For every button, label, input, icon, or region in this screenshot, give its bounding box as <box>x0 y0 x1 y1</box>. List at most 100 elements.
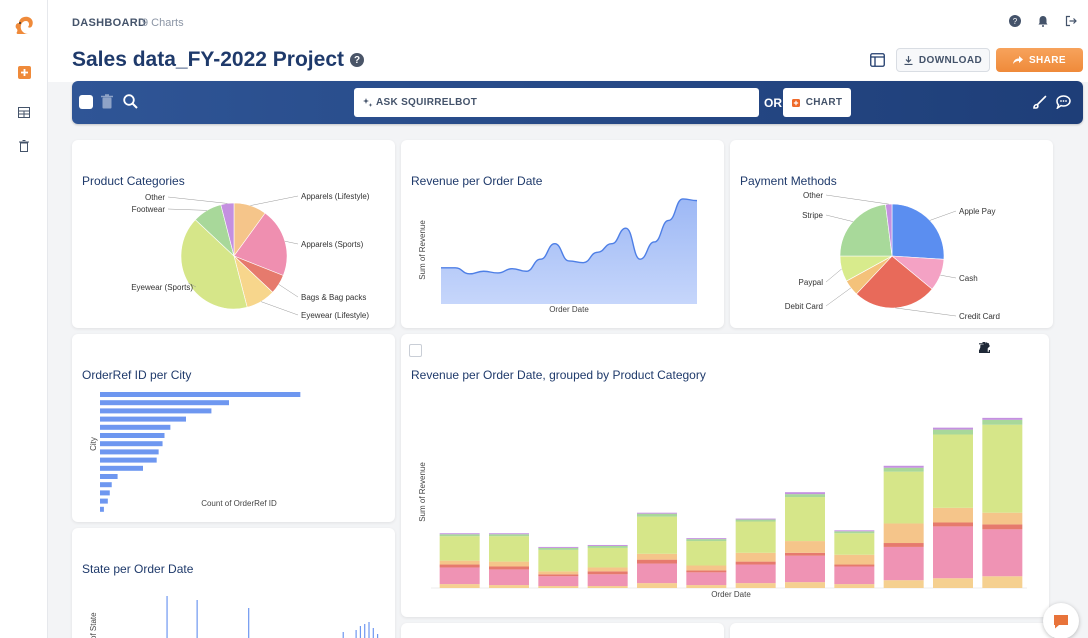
chart-card-revenue-by-category[interactable]: Revenue per Order Date, grouped by Produ… <box>401 334 1049 617</box>
stacked-bar-segment <box>933 434 973 508</box>
trash-icon[interactable] <box>16 138 32 154</box>
stacked-bar-segment <box>834 530 875 532</box>
stacked-bar-segment <box>735 521 776 553</box>
stacked-bar-segment <box>933 427 973 430</box>
toolbar-trash-icon[interactable] <box>101 94 113 114</box>
area-fill <box>441 198 697 304</box>
breadcrumb-dashboard[interactable]: DASHBOARD <box>72 17 147 29</box>
select-all-checkbox[interactable] <box>79 95 93 109</box>
chat-support-button[interactable] <box>1043 603 1079 638</box>
stacked-bar-segment <box>982 529 1023 577</box>
y-axis-label: City <box>89 437 98 451</box>
stacked-bar-segment <box>686 585 727 588</box>
city-bar <box>100 490 110 496</box>
pie-leader-line <box>825 194 889 205</box>
comment-icon[interactable] <box>1056 95 1071 114</box>
stacked-bar-segment <box>834 584 875 588</box>
squirrel-logo-icon[interactable] <box>12 14 36 38</box>
download-icon <box>904 55 913 65</box>
stacked-bar-segment <box>489 566 529 570</box>
stacked-bar-segment <box>489 533 529 535</box>
chart-card-product-categories[interactable]: Product Categories Apparels (Lifestyle) A… <box>72 140 395 328</box>
stacked-bar-segment <box>439 560 480 565</box>
stacked-bar-segment <box>982 576 1023 588</box>
pie-slice <box>855 255 933 309</box>
help-icon[interactable]: ? <box>1008 14 1022 28</box>
stacked-bar-segment <box>686 572 727 586</box>
pie-leader-line <box>167 196 228 204</box>
stacked-bar-segment <box>834 564 875 567</box>
brush-icon[interactable] <box>1032 95 1047 115</box>
city-bar <box>100 400 229 406</box>
city-bar <box>100 474 118 479</box>
title-help-icon[interactable]: ? <box>350 53 364 67</box>
pie-leader-line <box>260 301 299 316</box>
stacked-bar-segment <box>439 536 480 561</box>
pie-slice <box>885 203 893 257</box>
city-bar <box>100 441 163 447</box>
stacked-bar-segment <box>834 566 875 585</box>
city-bar <box>100 416 186 422</box>
chart-card-payment-methods[interactable]: Payment Methods Apple Pay Cash Credit Card… <box>730 140 1053 328</box>
stacked-bar-segment <box>785 541 825 553</box>
stacked-bar-segment <box>982 424 1023 513</box>
chart-card-partial[interactable] <box>730 623 1053 638</box>
stacked-bar-segment <box>785 492 825 495</box>
stacked-bar-segment <box>883 471 924 524</box>
pie-label: Bags & Bag packs <box>301 293 366 302</box>
stacked-bar-segment <box>637 516 677 554</box>
pie-leader-line <box>278 284 299 298</box>
search-icon[interactable] <box>123 94 138 114</box>
chart-card-state-per-order-date[interactable]: State per Order Date Count of State <box>72 528 395 638</box>
layout-icon[interactable] <box>870 53 886 69</box>
stacked-bar-segment <box>686 538 727 540</box>
y-axis-label: Sum of Revenue <box>418 220 427 280</box>
edit-icon[interactable] <box>979 342 1039 354</box>
add-dashboard-icon[interactable] <box>16 64 32 80</box>
chart-title: Payment Methods <box>740 174 837 188</box>
card-select-checkbox[interactable] <box>409 344 422 357</box>
stacked-bar-segment <box>489 534 529 537</box>
chart-card-revenue-per-order-date[interactable]: Revenue per Order Date Order Date Sum of … <box>401 140 724 328</box>
stacked-bar-segment <box>489 569 529 586</box>
share-button[interactable]: SHARE <box>996 48 1083 72</box>
stacked-bar-segment <box>785 497 825 542</box>
chart-card-orderref-per-city[interactable]: OrderRef ID per City Count of OrderRef I… <box>72 334 395 522</box>
state-bar <box>248 608 250 638</box>
stacked-bar-segment <box>538 546 579 548</box>
stacked-bar-segment <box>883 523 924 544</box>
stacked-bar-segment <box>982 524 1023 530</box>
bell-icon[interactable] <box>1036 14 1050 28</box>
share-label: SHARE <box>1028 54 1066 66</box>
city-bar <box>100 465 143 471</box>
stacked-bar-segment <box>933 429 973 435</box>
payment-methods-pie: Apple Pay Cash Credit Card Debit Card Paypal… <box>785 191 1000 321</box>
pie-slice <box>839 204 893 257</box>
logout-icon[interactable] <box>1064 14 1078 28</box>
stacked-bar-segment <box>637 512 677 514</box>
chart-card-partial[interactable] <box>401 623 724 638</box>
stacked-bar-segment <box>637 513 677 517</box>
state-bar <box>359 626 362 638</box>
revenue-area-chart: Order Date Sum of Revenue <box>418 198 698 314</box>
add-chart-button[interactable]: CHART <box>783 88 851 117</box>
stacked-bar-segment <box>637 559 677 564</box>
pie-leader-line <box>825 268 842 283</box>
table-icon[interactable] <box>16 104 32 120</box>
stacked-bar-segment <box>637 563 677 584</box>
stacked-bar-segment <box>785 555 825 583</box>
stacked-bar-segment <box>883 546 924 581</box>
stacked-bar-segment <box>637 583 677 588</box>
ask-squirrelbot-input[interactable]: ASK SQUIRRELBOT <box>354 88 759 117</box>
stacked-bar-segment <box>587 571 628 575</box>
stacked-bar-segment <box>735 564 776 584</box>
stacked-bar-segment <box>538 547 579 550</box>
pie-label: Other <box>803 191 823 200</box>
pie-label: Credit Card <box>959 312 1000 321</box>
share-icon <box>1012 56 1023 64</box>
pie-label: Paypal <box>799 278 824 287</box>
download-button[interactable]: DOWNLOAD <box>896 48 990 72</box>
stacked-bar-segment <box>735 518 776 520</box>
pie-label: Eyewear (Lifestyle) <box>301 311 369 320</box>
pie-label: Cash <box>959 274 978 283</box>
